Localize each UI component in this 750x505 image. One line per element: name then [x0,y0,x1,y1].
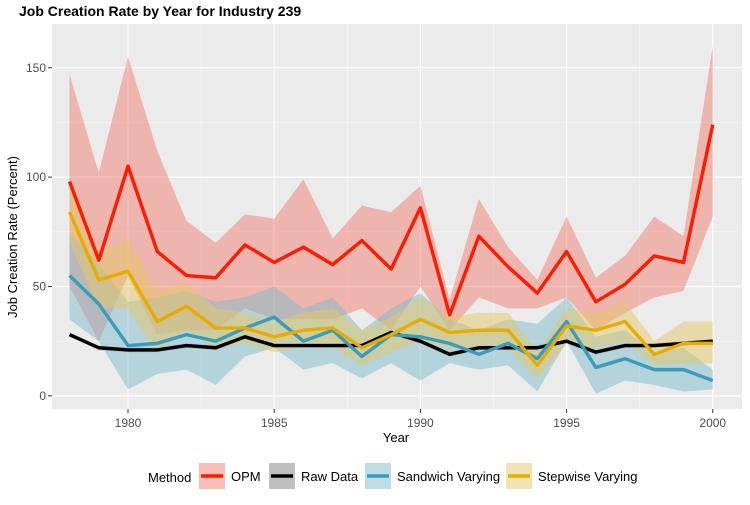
x-tick-label: 2000 [699,416,726,430]
legend-title: Method [148,470,191,485]
chart-title: Job Creation Rate by Year for Industry 2… [19,3,301,19]
legend: Method OPM Raw Data Sandwich Varying Stepwi… [148,463,637,489]
legend-label-stepwise-varying: Stepwise Varying [538,469,637,484]
line-raw-data [68,330,713,357]
y-tick-label: 0 [39,389,46,403]
x-tick-label: 1990 [407,416,434,430]
line-opm [67,124,715,317]
band-opm [69,45,713,342]
y-tick-label: 150 [26,61,46,75]
x-tick-label: 1985 [261,416,288,430]
y-axis: 0 50 100 150 [26,61,52,403]
y-tick-label: 50 [33,280,47,294]
series-lines [67,124,715,383]
x-tick-label: 1980 [115,416,142,430]
x-axis-title: Year [383,430,410,445]
legend-label-opm: OPM [231,469,261,484]
line-stepwise-varying [67,211,713,367]
y-tick-label: 100 [26,170,46,184]
y-axis-title: Job Creation Rate (Percent) [5,156,20,318]
x-tick-label: 1995 [553,416,580,430]
x-axis: 1980 1985 1990 1995 2000 [115,409,726,430]
legend-label-sandwich-varying: Sandwich Varying [397,469,500,484]
legend-label-raw-data: Raw Data [301,469,359,484]
